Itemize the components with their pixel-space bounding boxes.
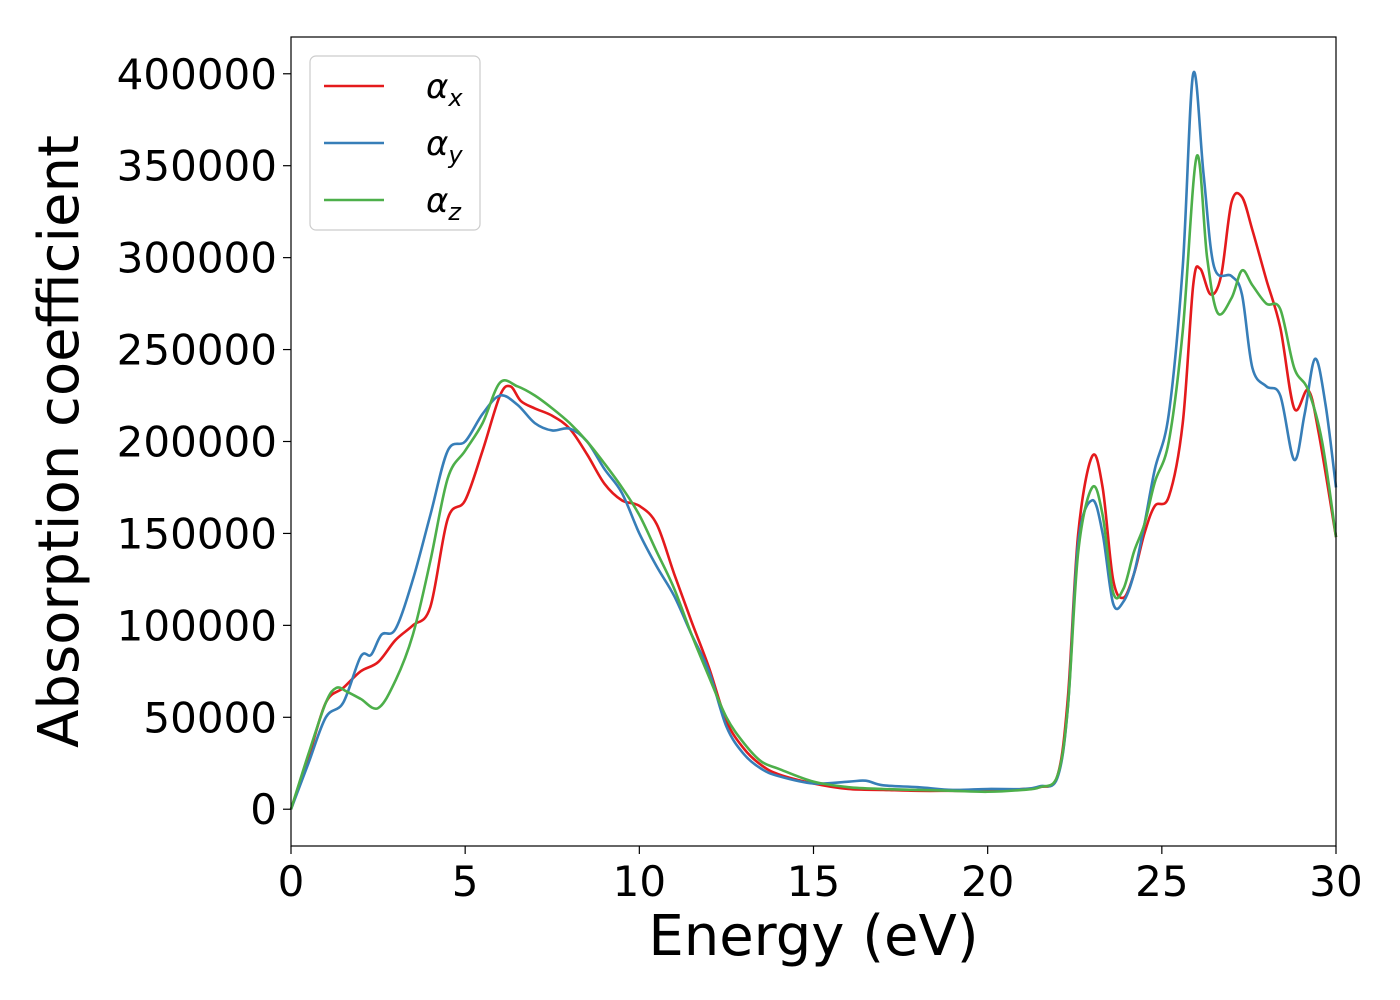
x-tick-label: 5	[452, 857, 479, 906]
x-tick-label: 0	[278, 857, 305, 906]
x-tick-label: 15	[787, 857, 840, 906]
y-axis: 0 50000 100000 150000 200000 250000 300000 3500…	[117, 50, 291, 834]
y-tick-label: 300000	[117, 234, 277, 283]
y-tick-label: 0	[250, 785, 277, 834]
y-axis-title: Absorption coefficient	[27, 135, 92, 748]
y-tick-label: 250000	[117, 326, 277, 375]
y-tick-label: 400000	[117, 50, 277, 99]
x-axis: 0 5 10 15 20 25 30	[278, 846, 1363, 906]
y-tick-label: 100000	[117, 601, 277, 650]
legend-label-x: αx	[426, 67, 463, 112]
y-tick-label: 150000	[117, 509, 277, 558]
legend-box	[309, 55, 481, 231]
x-axis-title: Energy (eV)	[648, 904, 978, 969]
x-tick-label: 30	[1309, 857, 1362, 906]
y-tick-label: 50000	[143, 693, 277, 742]
legend-label-y: αy	[426, 124, 463, 169]
series-layer	[289, 70, 1338, 810]
x-tick-label: 20	[961, 857, 1014, 906]
y-tick-label: 350000	[117, 142, 277, 191]
y-tick-label: 200000	[117, 418, 277, 467]
series-line-y	[289, 70, 1338, 810]
legend: αx αy αz	[309, 55, 481, 231]
legend-label-z: αz	[426, 181, 462, 226]
x-tick-label: 25	[1135, 857, 1188, 906]
series-line-z	[289, 154, 1338, 810]
x-tick-label: 10	[613, 857, 666, 906]
